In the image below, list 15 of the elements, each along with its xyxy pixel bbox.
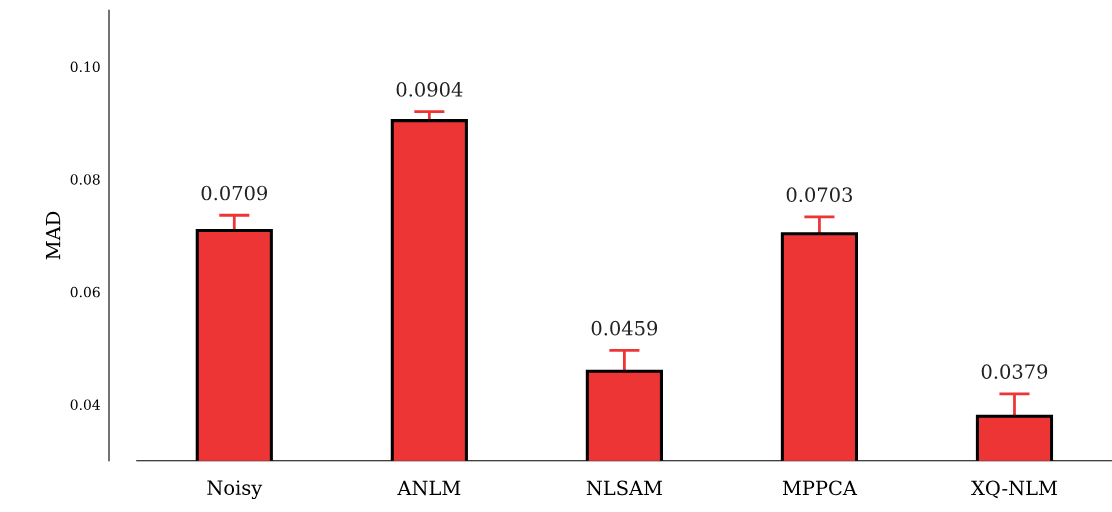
y-tick-label: 0.10 <box>70 61 100 73</box>
y-tick-label: 0.04 <box>70 399 100 410</box>
x-tick-label: Noisy <box>207 480 263 500</box>
data-label: 0.0904 <box>396 82 463 97</box>
x-tick-label: MPPCA <box>782 480 858 496</box>
y-tick-label: 0.06 <box>70 286 100 298</box>
x-tick-label: NLSAM <box>586 480 662 496</box>
x-tick-label: XQ-NLM <box>971 480 1057 499</box>
data-label: 0.0703 <box>786 187 853 203</box>
y-tick-label: 0.08 <box>70 174 100 185</box>
data-label: 0.0709 <box>201 185 268 201</box>
y-axis-title: MAD <box>45 211 61 260</box>
data-label: 0.0459 <box>591 320 658 336</box>
data-label: 0.0379 <box>981 364 1048 379</box>
x-tick-label: ANLM <box>397 480 461 496</box>
